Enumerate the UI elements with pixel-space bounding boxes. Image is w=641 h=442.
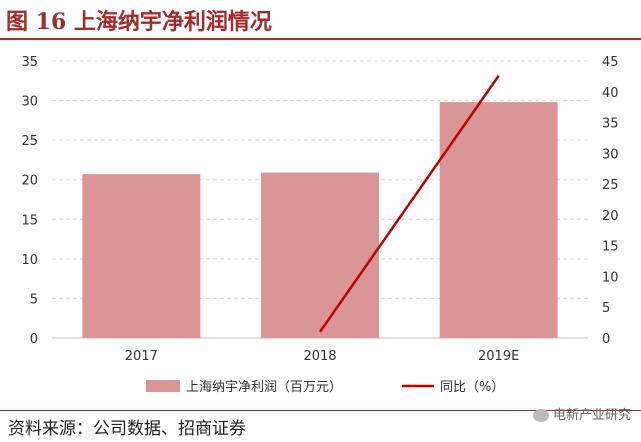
figure-title-bar: 图 16 上海纳宇净利润情况 [0, 0, 641, 38]
left-tick-label: 25 [21, 134, 38, 149]
wechat-icon [532, 409, 549, 422]
right-tick-label: 45 [602, 55, 619, 70]
right-tick-label: 0 [602, 332, 610, 347]
x-tick-label: 2017 [125, 349, 158, 364]
left-tick-label: 35 [21, 55, 38, 70]
left-tick-label: 10 [21, 253, 38, 268]
bar [439, 102, 558, 338]
series-line [318, 75, 500, 333]
x-axis-ticks: 2017 2018 2019E [125, 349, 520, 364]
line-series [318, 75, 500, 333]
legend-label-line: 同比（%） [440, 380, 504, 395]
right-tick-label: 5 [602, 301, 610, 316]
left-tick-label: 15 [21, 213, 38, 228]
bar-series [82, 102, 558, 338]
left-axis-ticks: 0 5 10 15 20 25 30 35 [21, 55, 38, 347]
source-note: 资料来源：公司数据、招商证券 [8, 419, 246, 439]
legend: 上海纳宇净利润（百万元） 同比（%） [146, 380, 504, 395]
legend-swatch-bar [146, 380, 180, 392]
right-tick-label: 40 [602, 86, 619, 101]
source-divider [0, 410, 641, 411]
legend-label-bar: 上海纳宇净利润（百万元） [186, 380, 342, 395]
x-tick-label: 2019E [478, 349, 519, 364]
right-tick-label: 25 [602, 178, 619, 193]
left-tick-label: 20 [21, 174, 38, 189]
watermark-text: 电新产业研究 [552, 408, 631, 423]
title-divider [0, 38, 641, 40]
figure-title: 图 16 上海纳宇净利润情况 [6, 9, 272, 35]
bar [261, 172, 379, 338]
right-tick-label: 20 [602, 209, 619, 224]
right-tick-label: 30 [602, 147, 619, 162]
left-tick-label: 30 [21, 95, 38, 110]
bar [82, 174, 201, 338]
right-tick-label: 10 [602, 270, 619, 285]
right-tick-label: 15 [602, 240, 619, 255]
right-tick-label: 35 [602, 117, 619, 132]
x-tick-label: 2018 [303, 349, 336, 364]
left-tick-label: 5 [30, 292, 38, 307]
right-axis-ticks: 0 5 10 15 20 25 30 35 40 45 [602, 55, 619, 347]
watermark: 电新产业研究 [532, 404, 631, 423]
left-tick-label: 0 [30, 332, 38, 347]
